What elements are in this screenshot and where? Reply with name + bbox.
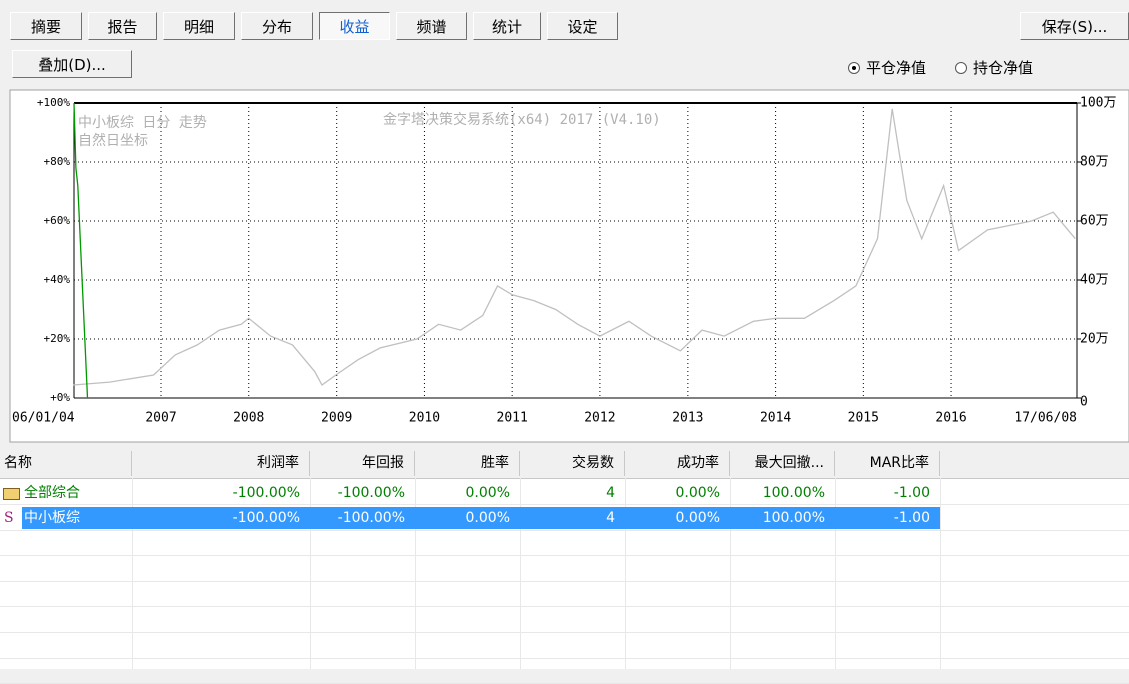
column-header[interactable]: 利润率	[132, 451, 310, 476]
y-tick-label: +0%	[50, 391, 70, 404]
radio-label: 持仓净值	[973, 59, 1034, 77]
row-line	[0, 580, 1129, 582]
app: 摘要 报告 明细 分布 收益 频谱 统计 设定 保存(S)... 叠加(D)... 平仓净值 持仓净值…	[0, 12, 1129, 684]
chart-annotation: 金字塔决策交易系统(x64) 2017 (V4.10)	[383, 111, 661, 128]
table-cell[interactable]: 100.00%	[730, 507, 835, 529]
table-cell[interactable]: 0.00%	[625, 507, 730, 529]
y2-tick-label: 20万	[1080, 332, 1109, 347]
column-header[interactable]: 交易数	[520, 451, 625, 476]
x-tick-label: 2010	[409, 411, 440, 426]
row-line	[0, 632, 1129, 633]
x-tick-label: 2007	[145, 411, 176, 426]
radio-circle	[848, 62, 860, 74]
y-tick-label: +60%	[44, 214, 71, 227]
column-header[interactable]: 名称	[0, 451, 132, 476]
chart: +0% +20% +40% +60% +80% +100% 0 20万 40万 60万 80万 100…	[9, 89, 1129, 443]
table-cell[interactable]: 全部综合	[24, 485, 80, 501]
row-line	[0, 555, 1129, 557]
x-tick-label: 2011	[497, 411, 528, 426]
table-cell[interactable]: 100.00%	[762, 485, 825, 501]
row-line	[0, 504, 1129, 505]
line-series	[73, 108, 1076, 386]
column-line	[625, 478, 626, 669]
table-cell[interactable]: 4	[520, 507, 625, 529]
column-line	[730, 478, 731, 669]
y2-tick-label: 0	[1080, 395, 1088, 410]
column-header[interactable]: 最大回撤...	[730, 451, 835, 476]
column-line	[132, 478, 133, 669]
column-line	[520, 478, 521, 669]
radio[interactable]: 平仓净值	[848, 58, 926, 78]
chart-frame	[9, 89, 1129, 443]
x-tick-label: 2012	[584, 411, 615, 426]
x-tick-label: 2016	[935, 411, 966, 426]
column-line	[415, 478, 416, 669]
row-line	[0, 529, 1129, 531]
overlay-button[interactable]: 叠加(D)...	[12, 50, 132, 78]
x-tick-label: 17/06/08	[1014, 411, 1077, 426]
radio-circle	[955, 62, 967, 74]
chart-annotation: 中小板综 日分 走势	[78, 115, 207, 131]
row-marker: S	[4, 510, 14, 526]
tab[interactable]: 统计	[473, 12, 541, 40]
column-header[interactable]: 成功率	[625, 451, 730, 476]
chart-annotation: 自然日坐标	[78, 132, 148, 149]
column-line	[940, 478, 941, 669]
table-cell[interactable]: 中小板综	[22, 507, 132, 529]
y-tick-label: +20%	[44, 332, 71, 345]
table-cell[interactable]: -100.00%	[337, 485, 405, 501]
tab[interactable]: 收益	[319, 12, 390, 40]
radio[interactable]: 持仓净值	[955, 58, 1033, 78]
y2-tick-label: 80万	[1080, 155, 1109, 170]
radio-dot	[852, 66, 856, 70]
tab[interactable]: 明细	[163, 12, 235, 40]
tab[interactable]: 报告	[88, 12, 157, 40]
column-header[interactable]: 胜率	[415, 451, 520, 476]
folder-icon	[3, 488, 20, 500]
row-line	[0, 606, 1129, 608]
y2-tick-label: 100万	[1080, 96, 1116, 111]
column-line	[310, 478, 311, 669]
result-table: 名称 利润率 年回报 胜率 交易数 成功率 最大回撤... MAR比率全部综合 -100.00%…	[0, 449, 1129, 684]
x-tick-label: 2008	[233, 411, 264, 426]
table-header	[0, 449, 1129, 479]
y2-tick-label: 60万	[1080, 214, 1109, 229]
line-series	[73, 102, 89, 399]
table-cell[interactable]: -100.00%	[232, 485, 300, 501]
table-cell[interactable]: -100.00%	[310, 507, 415, 529]
y-tick-label: +40%	[44, 273, 71, 286]
table-cell[interactable]: 0.00%	[675, 485, 720, 501]
y-tick-label: +80%	[44, 155, 71, 168]
x-tick-label: 2009	[321, 411, 352, 426]
x-tick-label: 2013	[672, 411, 703, 426]
table-cell[interactable]: 4	[606, 485, 615, 501]
table-cell[interactable]: -1.00	[893, 485, 930, 501]
column-header[interactable]: MAR比率	[835, 451, 940, 476]
tab[interactable]: 分布	[241, 12, 313, 40]
table-cell[interactable]: -1.00	[835, 507, 940, 529]
table-cell[interactable]: 0.00%	[415, 507, 520, 529]
column-header[interactable]: 年回报	[310, 451, 415, 476]
save-button[interactable]: 保存(S)...	[1020, 12, 1129, 40]
x-tick-label: 06/01/04	[12, 411, 75, 426]
tab[interactable]: 摘要	[10, 12, 82, 40]
tab[interactable]: 频谱	[396, 12, 467, 40]
table-cell[interactable]: -100.00%	[132, 507, 310, 529]
table-cell[interactable]: 0.00%	[465, 485, 510, 501]
row-line	[0, 657, 1129, 659]
x-tick-label: 2015	[848, 411, 879, 426]
y-tick-label: +100%	[37, 96, 70, 109]
tab[interactable]: 设定	[547, 12, 618, 40]
y2-tick-label: 40万	[1080, 273, 1109, 288]
column-line	[835, 478, 836, 669]
radio-label: 平仓净值	[866, 59, 927, 77]
x-tick-label: 2014	[760, 411, 791, 426]
